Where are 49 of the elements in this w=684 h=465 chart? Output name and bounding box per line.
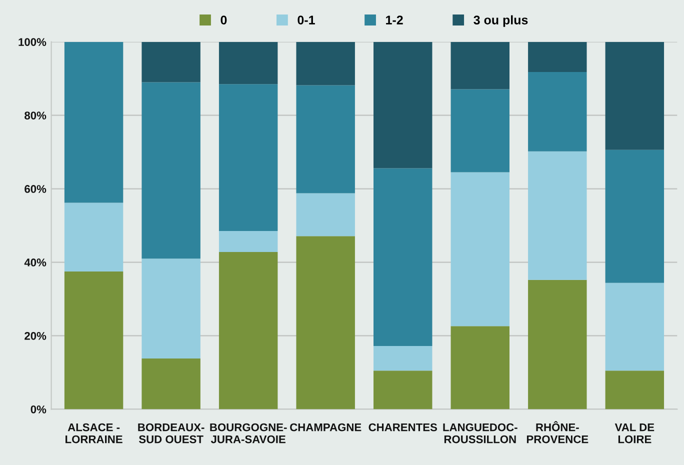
- bar: [374, 42, 432, 168]
- bar: [528, 42, 587, 72]
- bar: [450, 89, 510, 172]
- bar: [218, 42, 278, 84]
- bar: [528, 72, 587, 152]
- legend-label: 0: [220, 16, 227, 24]
- bar: [374, 346, 432, 371]
- x-tick-label: CHAMPAGNE: [290, 423, 362, 432]
- legend-label: 0-1: [298, 16, 315, 24]
- x-tick-label: BORDEAUX- SUD OUEST: [138, 423, 204, 444]
- x-tick-label: ALSACE - LORRAINE: [66, 423, 122, 444]
- bar: [450, 326, 510, 410]
- legend-label: 3 ou plus: [474, 15, 528, 27]
- bar: [605, 150, 664, 283]
- bar: [374, 168, 432, 346]
- bar: [142, 42, 200, 82]
- x-tick-label: LANGUEDOC- ROUSSILLON: [443, 423, 518, 444]
- bar: [528, 280, 587, 410]
- bar: [296, 236, 355, 410]
- bar: [605, 370, 664, 410]
- bar: [142, 82, 200, 259]
- bar: [296, 85, 355, 194]
- bar: [450, 172, 510, 326]
- y-tick-label: 80%: [24, 112, 46, 120]
- bar: [296, 193, 355, 236]
- bar: [450, 42, 510, 90]
- bar: [605, 42, 664, 150]
- bar: [218, 252, 278, 410]
- y-tick-label: 0%: [30, 405, 46, 414]
- bar: [374, 370, 432, 410]
- bar: [64, 42, 124, 203]
- y-tick-label: 20%: [24, 332, 46, 340]
- x-tick-label: VAL DE LOIRE: [614, 423, 654, 444]
- x-tick-label: BOURGOGNE- JURA-SAVOIE: [210, 423, 287, 444]
- bar: [218, 231, 278, 252]
- bar: [605, 282, 664, 371]
- bar: [142, 258, 200, 359]
- x-tick-label: RHÔNE- PROVENCE: [526, 421, 588, 444]
- bar: [64, 271, 124, 410]
- bar: [218, 84, 278, 232]
- y-tick-label: 100%: [18, 38, 46, 46]
- bar: [296, 42, 355, 86]
- bar: [64, 202, 124, 272]
- y-tick-label: 60%: [24, 185, 46, 193]
- bar: [142, 358, 200, 410]
- x-tick-label: CHARENTES: [368, 423, 437, 432]
- bar: [528, 151, 587, 280]
- legend-label: 1-2: [386, 16, 403, 24]
- y-tick-label: 40%: [24, 258, 46, 266]
